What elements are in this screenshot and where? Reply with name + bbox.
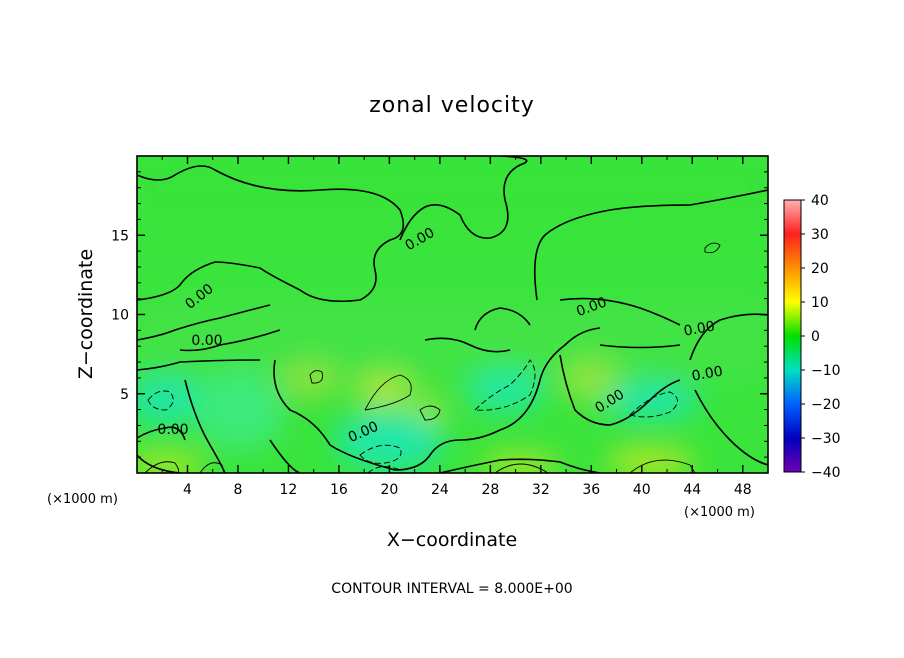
y-axis-ticks: 5 10 15 xyxy=(111,171,768,458)
x-unit-label-right: (×1000 m) xyxy=(684,505,755,520)
y-tick-label: 15 xyxy=(111,228,129,244)
colorbar-tick-label: 30 xyxy=(811,227,829,243)
x-axis-ticks: 4 8 12 16 20 24 28 32 36 40 44 48 xyxy=(161,156,752,498)
contour-label: 0.00 xyxy=(157,422,188,438)
chart-title: zonal velocity xyxy=(369,93,535,118)
colorbar-tick-label: 0 xyxy=(811,329,820,345)
x-tick-label: 40 xyxy=(633,482,651,498)
contour-label: 0.00 xyxy=(691,363,724,384)
colorbar-tick-label: −10 xyxy=(811,363,841,379)
contour-interval-note: CONTOUR INTERVAL = 8.000E+00 xyxy=(331,581,572,597)
x-tick-label: 8 xyxy=(233,482,242,498)
y-axis-title: Z−coordinate xyxy=(75,249,97,379)
velocity-field xyxy=(137,156,768,473)
x-tick-label: 32 xyxy=(532,482,550,498)
y-tick-label: 5 xyxy=(120,387,129,403)
x-axis-title: X−coordinate xyxy=(387,529,517,551)
x-tick-label: 28 xyxy=(481,482,499,498)
colorbar-ticks: 40 30 20 10 0 −10 −20 −30 −40 xyxy=(801,193,841,481)
x-tick-label: 4 xyxy=(183,482,192,498)
x-unit-label-left: (×1000 m) xyxy=(47,492,118,507)
contour-label: 0.00 xyxy=(191,333,222,349)
x-tick-label: 36 xyxy=(582,482,600,498)
colorbar xyxy=(783,199,802,473)
x-tick-label: 12 xyxy=(280,482,298,498)
contour-lines-thin xyxy=(144,242,721,473)
x-tick-label: 16 xyxy=(330,482,348,498)
colorbar-tick-label: 10 xyxy=(811,295,829,311)
colorbar-tick-label: 20 xyxy=(811,261,829,277)
x-tick-label: 48 xyxy=(734,482,752,498)
contour-lines xyxy=(137,156,768,473)
contour-label: 0.00 xyxy=(683,318,716,339)
colorbar-tick-label: 40 xyxy=(811,193,829,209)
colorbar-tick-label: −20 xyxy=(811,397,841,413)
y-tick-label: 10 xyxy=(111,308,129,324)
colorbar-tick-label: −30 xyxy=(811,431,841,447)
colorbar-tick-label: −40 xyxy=(811,465,841,481)
x-tick-label: 24 xyxy=(431,482,449,498)
x-tick-label: 20 xyxy=(380,482,398,498)
contour-lines-negative xyxy=(147,359,678,473)
x-tick-label: 44 xyxy=(683,482,701,498)
